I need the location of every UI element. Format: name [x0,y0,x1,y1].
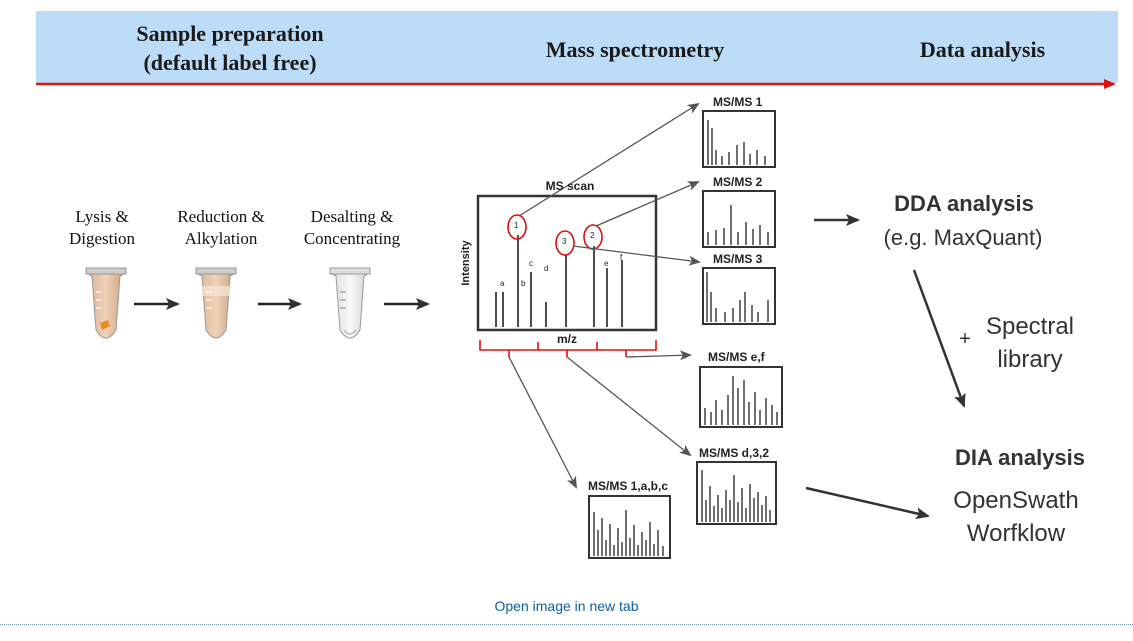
ms-scan-peaks [495,235,623,327]
step-desalting: Desalting & Concentrating [290,206,414,250]
step-lysis-line1: Lysis & [75,207,129,226]
header-data-analysis: Data analysis [919,37,1046,62]
open-image-link[interactable]: Open image in new tab [494,598,639,614]
divider [0,624,1133,625]
arrow-dda-to-dia [912,269,966,408]
ms-scan-box [476,194,658,332]
header-col1-line1: Sample preparation [136,21,324,46]
step-reduction: Reduction & Alkylation [164,206,278,250]
arrow-peak2-msms2 [595,181,700,227]
peak-label-e: e [604,259,609,268]
dia-title: DIA analysis [954,445,1086,470]
step-reduction-line2: Alkylation [184,229,258,248]
peak-label-a: a [500,279,505,288]
circle-peak-1 [507,214,527,240]
header-sample-preparation: Sample preparation (default label free) [110,19,350,77]
header-mass-spectrometry: Mass spectrometry [545,37,725,62]
msms-ef-title: MS/MS e,f [708,350,765,364]
dia-line2: Worfklow [966,520,1066,547]
plus-sign: + [959,328,971,350]
msms-abc-title: MS/MS 1,a,b,c [588,479,669,493]
msms-d32-title: MS/MS d,3,2 [699,446,770,460]
msms-d32-box [696,461,777,525]
msms-spectra [593,120,778,556]
peak-label-f: f [620,253,623,262]
dda-subtitle: (e.g. MaxQuant) [883,225,1043,250]
ms-scan-ylabel: Intensity [460,240,472,286]
spectral-library: Spectral library [970,310,1090,376]
tube-2 [195,267,237,339]
dia-workflow: OpenSwath Worfklow [926,484,1106,550]
msms-1-title: MS/MS 1 [713,95,763,109]
step-lysis-line2: Digestion [68,229,136,248]
circle-peak-3 [555,230,575,256]
arrow-msms-to-dia [805,486,930,520]
msms-2-title: MS/MS 2 [713,175,763,189]
peak-label-b2: b [521,279,526,288]
msms-1-box [702,110,776,168]
msms-2-box [702,190,776,248]
tube-1 [85,267,127,339]
header-col1-line2: (default label free) [143,50,317,75]
header-band [36,11,1118,83]
arrow-peak3-msms3 [572,245,701,266]
arrow-window-d32 [566,356,692,457]
step-desalting-line1: Desalting & [310,207,394,226]
msms-ef-box [699,366,783,428]
spectral-line2: library [997,346,1063,373]
isolation-windows-bracket [479,340,657,357]
spectral-line1: Spectral [985,313,1075,340]
ms-scan-xlabel: m/z [556,332,577,346]
arrow-window-abc [508,356,577,489]
step-lysis: Lysis & Digestion [50,206,154,250]
ms-scan-title: MS scan [545,179,595,193]
step-reduction-line1: Reduction & [177,207,265,226]
tube-3 [329,267,371,339]
arrow-window-ef [625,350,692,361]
arrow-peak1-msms1 [518,102,700,217]
msms-3-box [702,267,776,325]
peak-label-d: d [544,264,549,273]
msms-3-title: MS/MS 3 [713,252,763,266]
dia-line1: OpenSwath [953,487,1079,514]
circle-label-1: 1 [514,221,519,230]
step-desalting-line2: Concentrating [303,229,401,248]
dda-title: DDA analysis [894,191,1034,216]
circle-label-2: 2 [590,231,595,240]
peak-label-c: c [529,259,533,268]
circle-label-3: 3 [562,237,567,246]
